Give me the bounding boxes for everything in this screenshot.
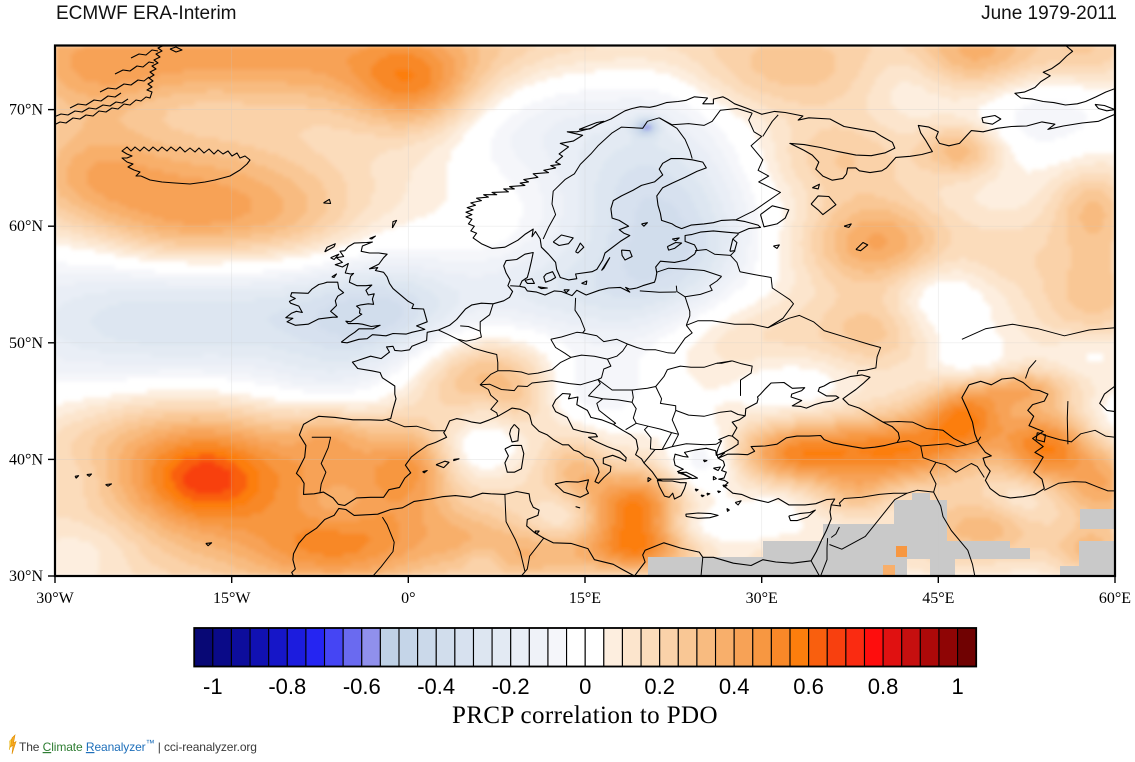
- svg-text:15°E: 15°E: [569, 590, 601, 607]
- svg-text:0.8: 0.8: [868, 674, 899, 699]
- svg-text:0°: 0°: [401, 590, 415, 607]
- svg-text:70°N: 70°N: [9, 102, 43, 119]
- svg-text:The Climate Reanalyzer™ | cci-: The Climate Reanalyzer™ | cci-reanalyzer…: [19, 738, 257, 754]
- svg-text:1: 1: [951, 674, 963, 699]
- svg-text:-0.6: -0.6: [343, 674, 381, 699]
- svg-text:-0.8: -0.8: [268, 674, 306, 699]
- svg-text:60°N: 60°N: [9, 218, 43, 235]
- svg-text:June 1979-2011: June 1979-2011: [981, 3, 1117, 24]
- svg-text:40°N: 40°N: [9, 451, 43, 468]
- svg-text:0.4: 0.4: [719, 674, 750, 699]
- svg-text:50°N: 50°N: [9, 335, 43, 352]
- svg-text:ECMWF ERA-Interim: ECMWF ERA-Interim: [56, 3, 237, 24]
- svg-text:45°E: 45°E: [922, 590, 954, 607]
- svg-text:PRCP correlation to PDO: PRCP correlation to PDO: [452, 702, 718, 729]
- svg-text:-0.2: -0.2: [492, 674, 530, 699]
- svg-text:-1: -1: [203, 674, 223, 699]
- svg-text:-0.4: -0.4: [417, 674, 455, 699]
- svg-text:30°N: 30°N: [9, 568, 43, 585]
- svg-text:30°W: 30°W: [36, 590, 74, 607]
- svg-text:60°E: 60°E: [1099, 590, 1131, 607]
- svg-text:0.2: 0.2: [644, 674, 675, 699]
- svg-text:0: 0: [579, 674, 591, 699]
- svg-text:0.6: 0.6: [793, 674, 824, 699]
- svg-text:15°W: 15°W: [213, 590, 251, 607]
- svg-text:30°E: 30°E: [746, 590, 778, 607]
